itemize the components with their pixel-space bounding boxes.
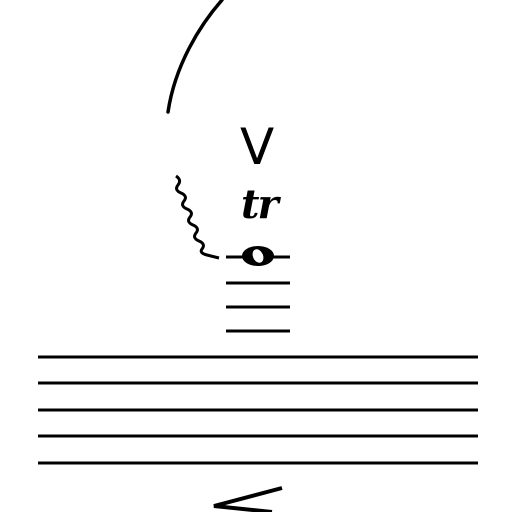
wavy-arpeggio-icon [175, 174, 220, 260]
decrescendo-hairpin-icon [213, 486, 283, 512]
whole-note-icon [242, 246, 274, 266]
slur-arc-icon [166, 0, 224, 114]
accent-mark: V [240, 118, 275, 176]
trill-mark: tr [241, 181, 279, 228]
staff [38, 355, 478, 465]
ledger-lines [226, 281, 290, 333]
